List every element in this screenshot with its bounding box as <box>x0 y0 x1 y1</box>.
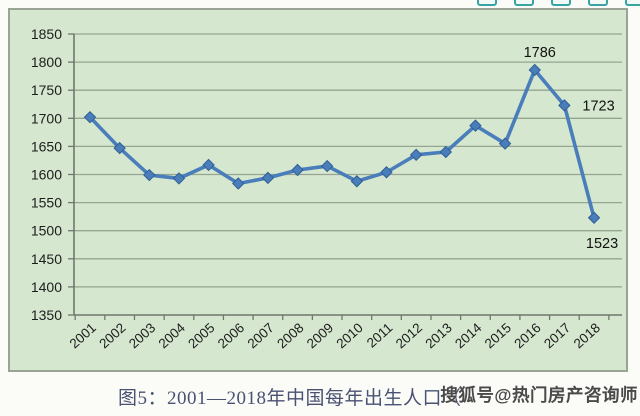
chart-panel: 1850 1800 1750 1700 1650 1600 1550 1500 1450 1400… <box>8 8 628 372</box>
x-tick-label-2006: 2006 <box>215 320 247 351</box>
figure-caption: 图5：2001—2018年中国每年出生人口（ <box>118 388 462 409</box>
data-point-2006 <box>232 177 245 190</box>
toolbar-stubs <box>0 0 640 10</box>
series-line <box>88 68 596 219</box>
data-point-2002 <box>113 141 126 155</box>
y-tick-label-1500: 1500 <box>31 223 62 239</box>
data-point-2001 <box>83 110 97 124</box>
x-tick-label-2001: 2001 <box>67 320 99 351</box>
x-tick-label-2012: 2012 <box>393 320 425 351</box>
x-tick-label-2013: 2013 <box>422 320 454 351</box>
x-tick-label-2009: 2009 <box>304 320 336 351</box>
x-tick-label-2018: 2018 <box>571 320 603 351</box>
data-point-2011 <box>380 166 393 179</box>
toolbar-icon-5[interactable] <box>625 0 640 6</box>
y-tick-label-1800: 1800 <box>31 54 62 70</box>
data-point-2015 <box>498 137 512 150</box>
y-tick-label-1650: 1650 <box>31 138 62 154</box>
y-tick-label-1400: 1400 <box>31 279 62 295</box>
x-tick-label-2011: 2011 <box>364 320 396 351</box>
caption-row: 图5：2001—2018年中国每年出生人口（ 搜狐号@热门房产咨询师 <box>0 374 640 416</box>
y-tick-label-1350: 1350 <box>31 307 62 323</box>
data-point-2012 <box>409 148 423 162</box>
data-point-label-1723: 1723 <box>582 98 614 114</box>
data-point-2014 <box>469 119 482 132</box>
x-tick-label-2007: 2007 <box>245 320 277 351</box>
y-tick-label-1700: 1700 <box>31 110 62 126</box>
x-tick-label-2014: 2014 <box>452 320 485 352</box>
data-point-2008 <box>291 163 304 177</box>
x-tick-label-2002: 2002 <box>96 320 128 351</box>
data-point-2010 <box>350 175 364 188</box>
data-point-2016 <box>528 63 541 77</box>
y-tick-label-1600: 1600 <box>31 167 62 183</box>
y-tick-label-1450: 1450 <box>31 251 62 267</box>
y-tick-label-1550: 1550 <box>31 195 62 211</box>
data-point-label-1523: 1523 <box>586 236 618 252</box>
x-tick-label-2005: 2005 <box>185 320 217 351</box>
data-point-2005 <box>202 158 215 172</box>
data-point-2003 <box>143 168 156 182</box>
data-point-2009 <box>320 159 334 173</box>
data-point-2013 <box>439 145 453 159</box>
x-tick-label-2016: 2016 <box>511 320 543 351</box>
toolbar-icon-4[interactable] <box>588 0 608 6</box>
toolbar-icon-2[interactable] <box>514 0 534 6</box>
x-tick-label-2008: 2008 <box>274 320 306 351</box>
x-tick-label-2010: 2010 <box>333 320 365 351</box>
data-point-2004 <box>172 172 186 185</box>
x-tick-label-2003: 2003 <box>126 320 158 351</box>
y-tick-label-1850: 1850 <box>31 26 62 42</box>
data-point-2007 <box>261 171 275 185</box>
birth-population-line-chart: 1850 1800 1750 1700 1650 1600 1550 1500 1450 1400… <box>31 26 622 352</box>
toolbar-icon-3[interactable] <box>551 0 571 6</box>
toolbar-icon-1[interactable] <box>477 0 497 6</box>
watermark-sohu: 搜狐号@热门房产咨询师 <box>440 385 638 405</box>
data-point-label-1786: 1786 <box>524 45 556 61</box>
data-point-2017 <box>558 99 571 112</box>
data-point-2018 <box>587 211 601 224</box>
x-tick-label-2017: 2017 <box>541 320 573 351</box>
x-tick-label-2015: 2015 <box>482 320 514 351</box>
y-tick-label-1750: 1750 <box>31 82 62 98</box>
x-tick-label-2004: 2004 <box>156 320 189 352</box>
